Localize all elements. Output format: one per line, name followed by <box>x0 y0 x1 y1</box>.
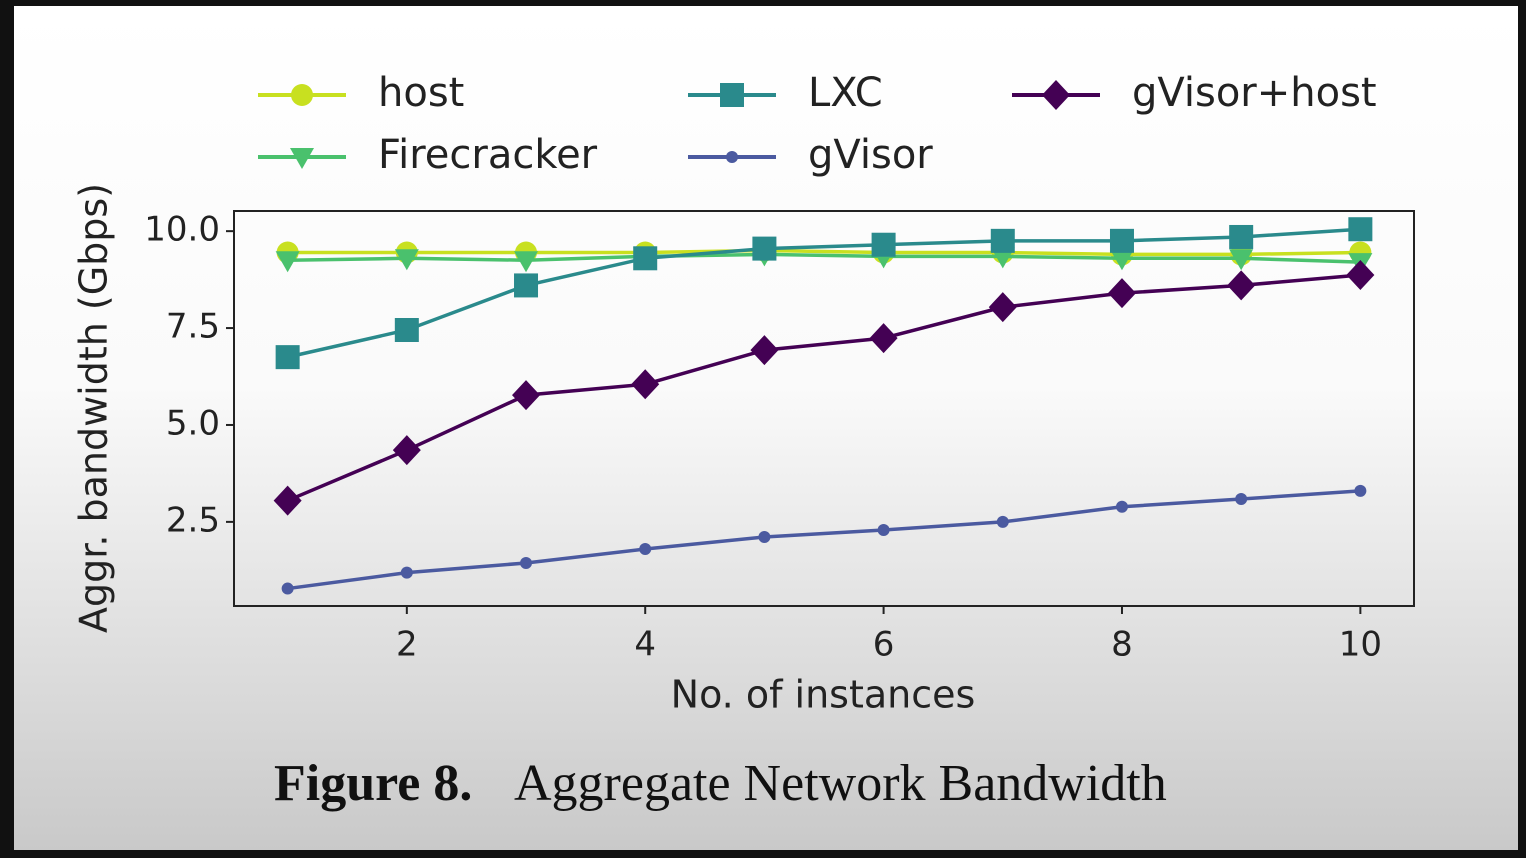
marker <box>633 246 658 271</box>
series-line <box>287 252 1361 264</box>
marker <box>1109 249 1134 271</box>
legend-label: gVisor+host <box>1132 70 1377 116</box>
marker <box>990 228 1015 253</box>
caption: Aggregate Network Bandwidth <box>514 755 1167 812</box>
marker <box>1227 270 1256 301</box>
marker <box>290 148 314 169</box>
marker <box>871 232 896 257</box>
marker <box>752 236 777 261</box>
y-axis-label: Aggr. bandwidth (Gbps) <box>72 183 116 633</box>
marker <box>1235 493 1248 506</box>
series-line <box>286 273 1361 503</box>
x-tick-label: 6 <box>873 625 895 665</box>
x-tick-label: 10 <box>1339 625 1382 665</box>
marker <box>520 556 533 569</box>
marker <box>514 251 539 273</box>
marker <box>273 485 302 516</box>
series-line <box>287 227 1361 359</box>
marker <box>1346 259 1375 290</box>
legend-label: LXC <box>808 70 883 116</box>
marker <box>1229 224 1254 249</box>
marker <box>1354 484 1367 497</box>
y-tick-label: 5.0 <box>166 403 220 443</box>
caption-label: Figure 8. <box>274 755 472 812</box>
marker <box>1042 80 1070 110</box>
marker <box>1115 500 1128 513</box>
marker <box>394 318 419 343</box>
marker <box>1348 217 1373 242</box>
legend-label: Firecracker <box>378 132 598 178</box>
marker <box>1229 249 1254 271</box>
marker <box>988 292 1017 323</box>
marker <box>514 273 539 298</box>
marker <box>1109 228 1134 253</box>
marker <box>400 566 413 579</box>
y-tick-label: 10.0 <box>144 210 220 250</box>
marker <box>758 531 771 544</box>
marker <box>394 249 419 271</box>
marker <box>275 345 300 370</box>
legend-label: host <box>378 70 464 116</box>
marker <box>512 380 541 411</box>
y-tick-label: 7.5 <box>166 307 220 347</box>
marker <box>720 83 744 107</box>
marker <box>281 582 294 595</box>
x-tick-label: 2 <box>396 625 418 665</box>
marker <box>750 335 779 366</box>
marker <box>275 251 300 273</box>
marker <box>726 151 738 163</box>
x-tick-label: 8 <box>1111 625 1133 665</box>
marker <box>639 543 652 556</box>
x-tick-label: 4 <box>634 625 656 665</box>
background <box>14 6 1518 850</box>
marker <box>1107 278 1136 309</box>
marker <box>631 369 660 400</box>
series-line <box>287 248 1361 257</box>
y-tick-label: 2.5 <box>166 500 220 540</box>
marker <box>996 515 1009 528</box>
x-axis-label: No. of instances <box>671 673 976 717</box>
marker <box>869 323 898 354</box>
marker <box>392 435 421 466</box>
marker <box>291 84 313 106</box>
series-line <box>287 489 1361 591</box>
legend-label: gVisor <box>808 132 933 178</box>
plot-frame <box>233 210 1415 607</box>
marker <box>877 524 890 537</box>
